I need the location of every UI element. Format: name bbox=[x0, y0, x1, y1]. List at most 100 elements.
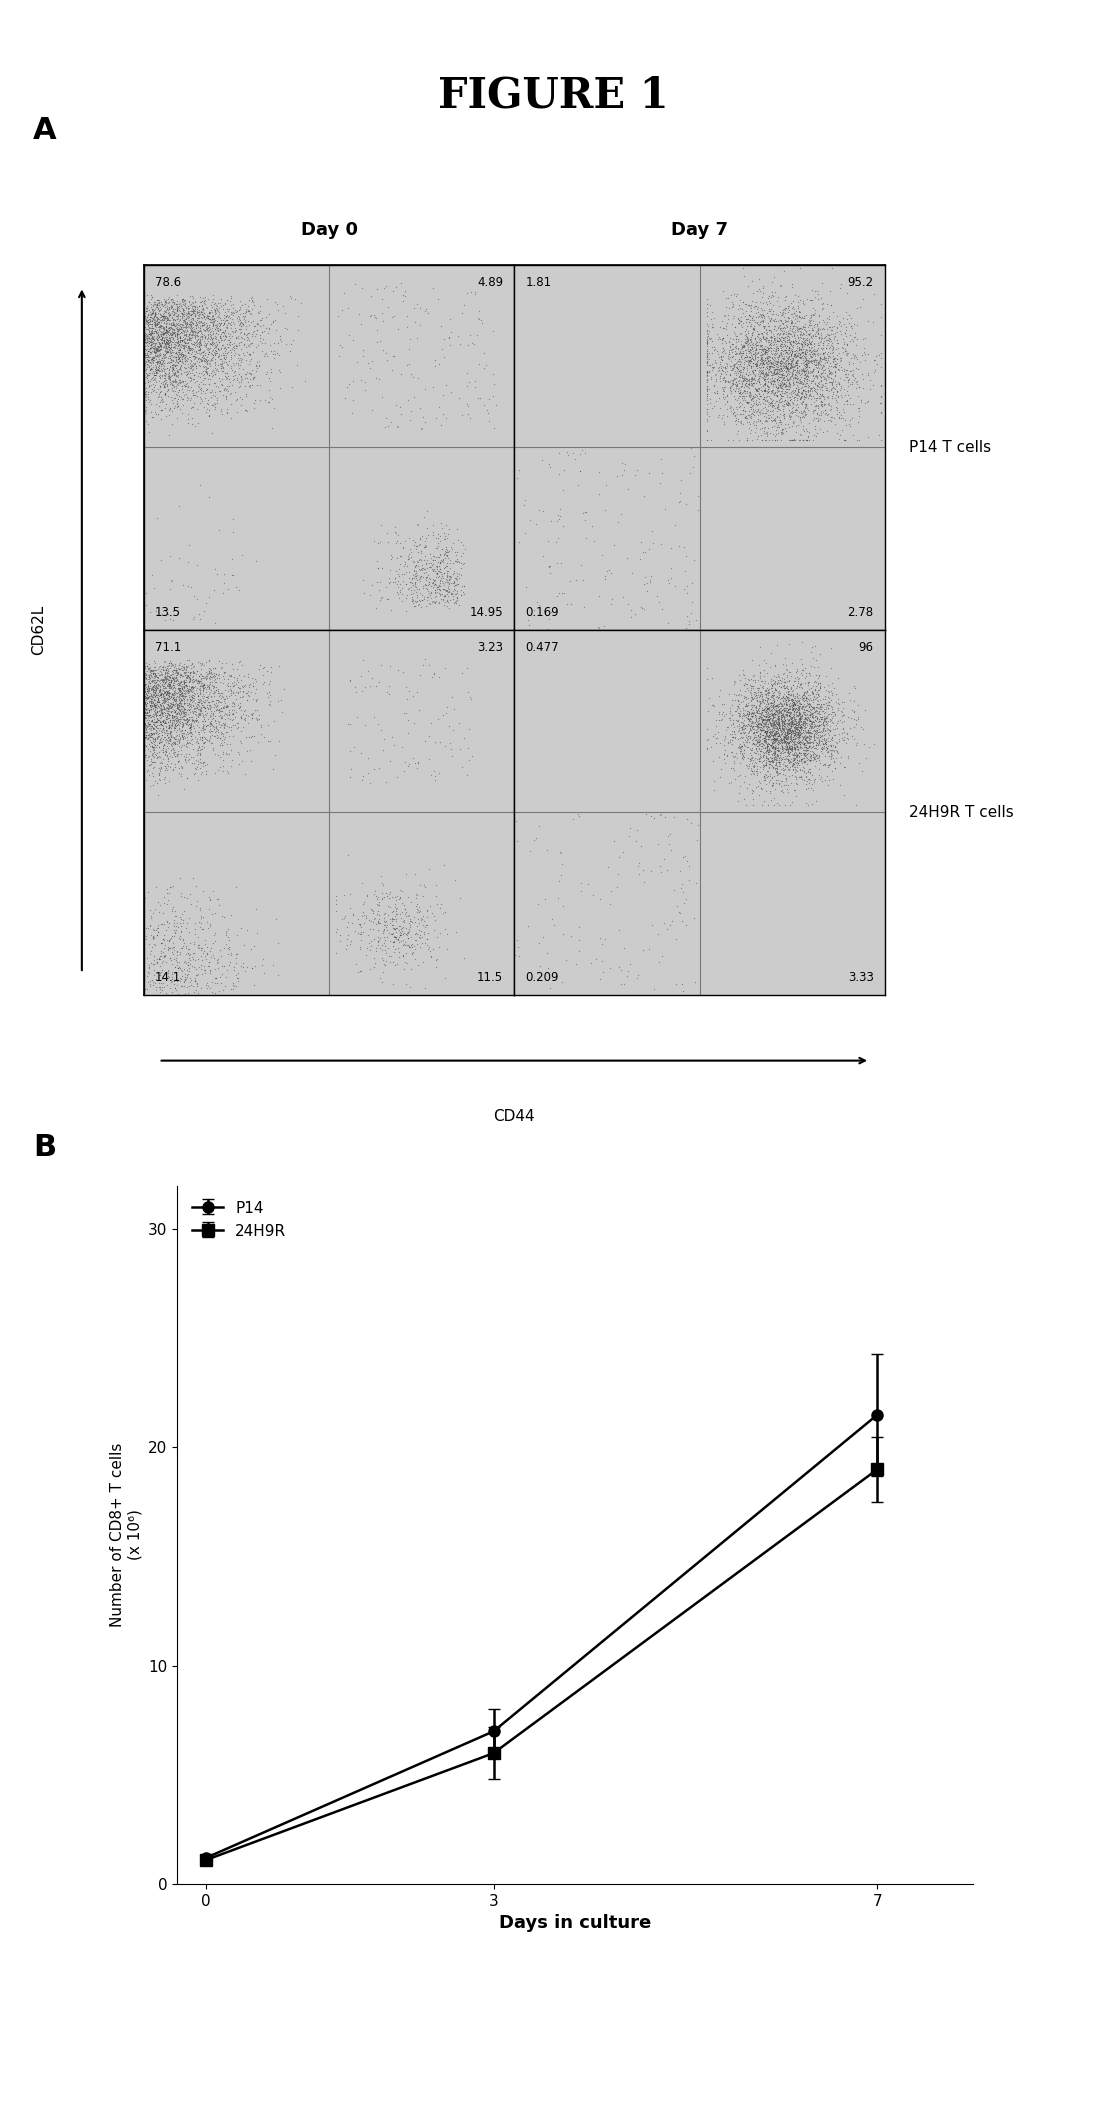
Point bbox=[155, 923, 173, 957]
Point bbox=[531, 493, 549, 527]
Point bbox=[174, 716, 191, 749]
Point bbox=[775, 398, 793, 432]
Point bbox=[164, 661, 181, 694]
Point bbox=[436, 565, 453, 599]
Point bbox=[385, 910, 403, 944]
Point bbox=[778, 696, 795, 730]
Point bbox=[780, 754, 797, 788]
Point bbox=[161, 282, 179, 315]
Point bbox=[194, 707, 211, 741]
Point bbox=[786, 303, 804, 337]
Point bbox=[174, 673, 191, 707]
Point bbox=[171, 703, 189, 737]
Point bbox=[247, 318, 264, 351]
Point bbox=[439, 565, 457, 599]
Point bbox=[786, 766, 804, 800]
Point bbox=[776, 311, 794, 345]
Point bbox=[816, 724, 834, 758]
Point bbox=[190, 341, 208, 375]
Point bbox=[810, 368, 827, 402]
Point bbox=[230, 320, 248, 354]
Point bbox=[749, 696, 766, 730]
Point bbox=[807, 680, 825, 713]
Point bbox=[189, 732, 207, 766]
Point bbox=[157, 309, 175, 343]
Point bbox=[613, 497, 630, 531]
Point bbox=[173, 684, 190, 718]
Point bbox=[469, 301, 487, 334]
Point bbox=[803, 690, 821, 724]
Point bbox=[808, 722, 826, 756]
Point bbox=[194, 307, 211, 341]
Point bbox=[738, 339, 755, 373]
Point bbox=[795, 311, 813, 345]
Point bbox=[762, 402, 780, 436]
Point bbox=[143, 673, 160, 707]
Point bbox=[772, 354, 790, 387]
Point bbox=[408, 508, 426, 542]
Point bbox=[182, 318, 200, 351]
Point bbox=[754, 322, 772, 356]
Point bbox=[176, 368, 194, 402]
Point bbox=[808, 315, 826, 349]
Point bbox=[168, 366, 186, 400]
Point bbox=[759, 354, 776, 387]
Point bbox=[430, 572, 448, 605]
Point bbox=[811, 402, 828, 436]
Point bbox=[730, 337, 748, 370]
Point bbox=[160, 360, 178, 394]
Point bbox=[800, 701, 817, 735]
Point bbox=[219, 912, 237, 946]
Point bbox=[747, 690, 764, 724]
Point bbox=[237, 330, 254, 364]
Point bbox=[751, 332, 769, 366]
Point bbox=[742, 671, 760, 705]
Point bbox=[153, 381, 170, 415]
Point bbox=[795, 677, 813, 711]
Point bbox=[140, 684, 158, 718]
Point bbox=[822, 311, 839, 345]
Point bbox=[789, 351, 806, 385]
Point bbox=[726, 404, 743, 438]
Point bbox=[739, 701, 757, 735]
Point bbox=[737, 339, 754, 373]
Point bbox=[771, 394, 789, 428]
Point bbox=[244, 669, 262, 703]
Point bbox=[750, 711, 768, 745]
Point bbox=[156, 354, 174, 387]
Point bbox=[220, 696, 238, 730]
Point bbox=[388, 879, 406, 912]
Point bbox=[745, 379, 763, 413]
Point bbox=[795, 675, 813, 709]
Point bbox=[159, 682, 177, 716]
Point bbox=[764, 743, 782, 777]
Point bbox=[154, 303, 171, 337]
Point bbox=[451, 525, 469, 559]
Point bbox=[789, 368, 806, 402]
Point bbox=[216, 970, 233, 1003]
Point bbox=[460, 675, 478, 709]
Point bbox=[800, 762, 817, 796]
Point bbox=[784, 324, 802, 358]
Point bbox=[199, 298, 217, 332]
Point bbox=[170, 862, 188, 895]
Point bbox=[824, 677, 842, 711]
Point bbox=[430, 555, 448, 589]
Point bbox=[773, 732, 791, 766]
Point bbox=[774, 311, 792, 345]
Point bbox=[800, 375, 817, 409]
Point bbox=[155, 938, 173, 972]
Point bbox=[758, 362, 775, 396]
Point bbox=[714, 370, 732, 404]
Point bbox=[164, 682, 181, 716]
Point bbox=[198, 673, 216, 707]
Point bbox=[202, 690, 220, 724]
Point bbox=[352, 955, 369, 989]
Point bbox=[672, 870, 690, 904]
Point bbox=[747, 347, 764, 381]
Point bbox=[752, 334, 770, 368]
Point bbox=[176, 318, 194, 351]
Point bbox=[778, 354, 795, 387]
Point bbox=[794, 337, 812, 370]
Point bbox=[166, 654, 184, 688]
